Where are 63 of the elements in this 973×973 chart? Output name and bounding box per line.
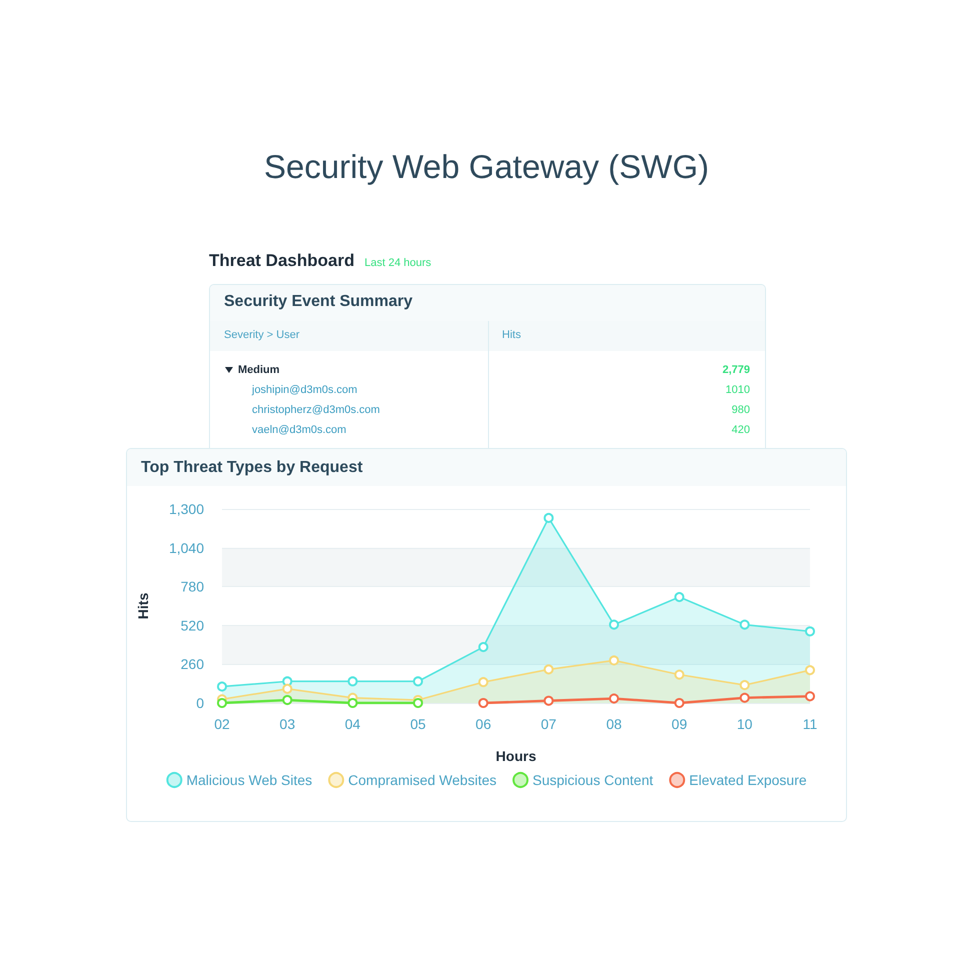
point	[609, 620, 619, 630]
category-label: christopherz@d3m0s.com	[252, 403, 380, 418]
category-label: Medium	[238, 363, 280, 378]
x-tick-label: 03	[280, 716, 296, 732]
x-axis-title: Hours	[496, 748, 536, 764]
x-tick-label: 11	[802, 716, 818, 732]
point	[674, 670, 684, 680]
text: Severity > User	[224, 329, 300, 341]
legend-label: Suspicious Content	[532, 772, 654, 788]
point	[674, 592, 684, 602]
point	[282, 684, 292, 694]
legend-label: Elevated Exposure	[689, 772, 807, 788]
point	[413, 676, 423, 686]
category-label: vaeln@d3m0s.com	[252, 423, 346, 438]
point	[282, 695, 292, 706]
chart-title: Top Threat Types by Request	[127, 449, 846, 486]
y-tick-label: 1,300	[168, 501, 204, 517]
y-tick-label: 260	[180, 656, 204, 672]
point	[413, 698, 423, 708]
x-tick-label: 06	[476, 716, 492, 732]
point	[348, 676, 358, 686]
y-tick-label: 520	[180, 617, 204, 634]
x-tick-label: 07	[540, 716, 557, 732]
point	[740, 620, 750, 630]
point	[544, 512, 554, 523]
point	[805, 626, 815, 636]
point	[478, 698, 488, 708]
x-tick-label: 08	[606, 716, 622, 732]
x-tick-label: 04	[344, 716, 361, 732]
y-axis-title: Hits	[135, 592, 151, 620]
point	[544, 664, 554, 674]
point	[478, 642, 488, 652]
point	[674, 698, 684, 708]
text: 980	[732, 404, 750, 416]
point	[609, 694, 619, 704]
point	[805, 665, 815, 676]
point	[217, 698, 227, 708]
point	[478, 677, 488, 688]
text: 420	[732, 424, 750, 436]
legend-label: Malicious Web Sites	[186, 772, 312, 788]
text: Hits	[502, 329, 521, 341]
text: 1010	[726, 384, 750, 396]
point	[740, 680, 750, 690]
point	[348, 698, 358, 708]
legend-label: Compramised Websites	[348, 772, 497, 788]
x-tick-label: 05	[410, 716, 426, 732]
x-tick-label: 02	[214, 716, 230, 732]
x-tick-label: 09	[672, 716, 688, 732]
x-tick-label: 10	[736, 716, 753, 732]
text: Security Event Summary	[210, 285, 765, 321]
point	[805, 691, 815, 702]
text: Threat Dashboard	[209, 251, 354, 271]
text: 2,779	[722, 364, 750, 376]
y-tick-label: 1,040	[168, 540, 204, 556]
point	[740, 692, 750, 703]
y-tick-label: 780	[180, 578, 204, 595]
text: Last 24 hours	[364, 257, 432, 269]
text: Security Web Gateway (SWG)	[262, 148, 710, 186]
point	[609, 655, 619, 666]
y-tick-label: 0	[196, 695, 204, 711]
point	[544, 696, 554, 706]
category-label: joshipin@d3m0s.com	[252, 383, 358, 398]
point	[217, 682, 227, 692]
